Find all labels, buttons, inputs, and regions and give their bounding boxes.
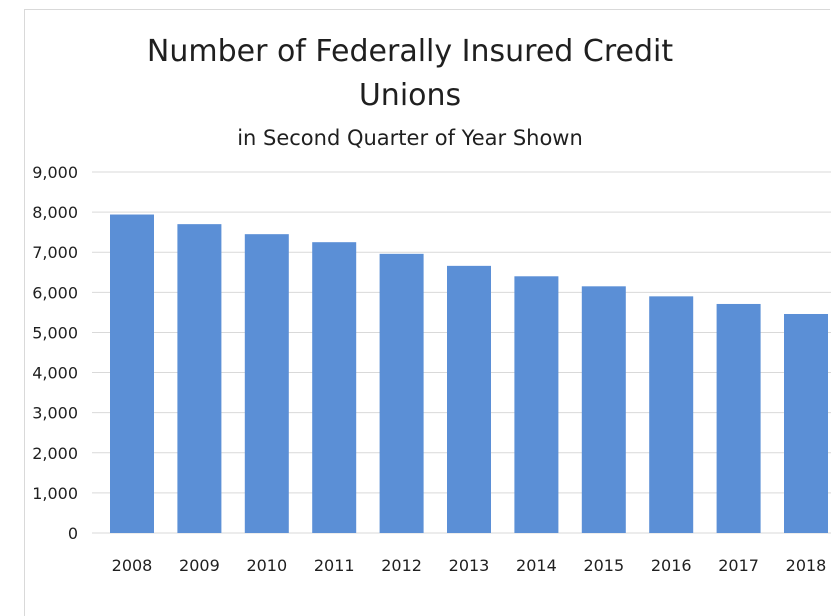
y-tick-label: 2,000 xyxy=(32,444,78,463)
y-tick-label: 3,000 xyxy=(32,404,78,423)
bar-2008 xyxy=(110,214,154,534)
chart-title-line2: Unions xyxy=(358,78,462,113)
bar-2010 xyxy=(244,234,289,533)
bar-2017 xyxy=(716,303,761,533)
x-tick-label: 2010 xyxy=(246,556,287,575)
bar-2015 xyxy=(581,286,626,533)
y-axis-ticks: 0 1,000 2,000 3,000 4,000 5,000 6,000 7,000 8,00… xyxy=(32,163,78,543)
x-tick-label: 2015 xyxy=(583,556,624,575)
y-tick-label: 1,000 xyxy=(32,484,78,503)
y-tick-label: 0 xyxy=(68,524,78,543)
chart-frame xyxy=(24,9,830,616)
x-tick-label: 2013 xyxy=(449,556,490,575)
x-tick-label: 2017 xyxy=(718,556,759,575)
bar-2014 xyxy=(514,276,559,533)
x-tick-label: 2018 xyxy=(786,556,827,575)
y-tick-label: 4,000 xyxy=(32,364,78,383)
chart-title-line1: Number of Federally Insured Credit xyxy=(146,34,674,69)
y-tick-label: 9,000 xyxy=(32,163,78,182)
y-tick-label: 6,000 xyxy=(32,283,78,302)
x-tick-label: 2012 xyxy=(381,556,422,575)
y-tick-label: 8,000 xyxy=(32,203,78,222)
y-tick-label: 7,000 xyxy=(32,243,78,262)
y-tick-label: 5,000 xyxy=(32,323,78,342)
chart-subtitle: in Second Quarter of Year Shown xyxy=(237,126,583,150)
bar-2012 xyxy=(379,253,424,533)
bar-2016 xyxy=(649,296,694,533)
x-tick-label: 2014 xyxy=(516,556,557,575)
x-tick-label: 2009 xyxy=(179,556,220,575)
bars xyxy=(110,214,828,534)
bar-2011 xyxy=(312,242,357,533)
bar-2013 xyxy=(447,265,491,533)
bar-2009 xyxy=(177,224,222,533)
x-tick-label: 2008 xyxy=(112,556,153,575)
x-tick-label: 2011 xyxy=(314,556,355,575)
x-tick-label: 2016 xyxy=(651,556,692,575)
bar-2018 xyxy=(784,313,828,533)
x-axis-ticks: 2008 2009 2010 2011 2012 2013 2014 2015 2016 2017… xyxy=(112,556,827,575)
